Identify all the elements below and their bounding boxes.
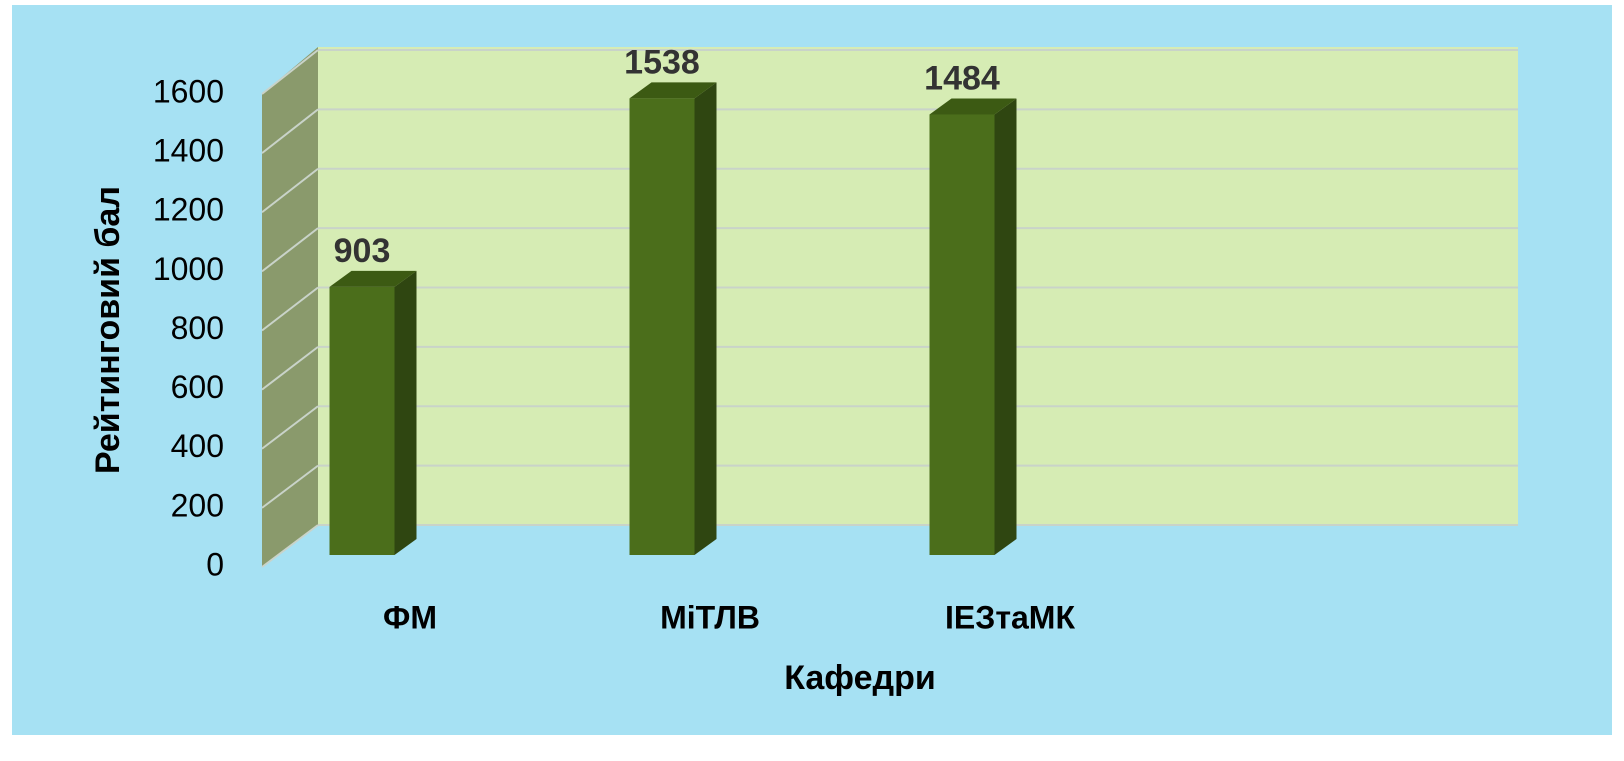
y-tick-label: 1200 — [153, 192, 224, 228]
data-label: 1484 — [924, 59, 1000, 97]
bar-side — [994, 98, 1017, 555]
side-grid-line — [261, 346, 319, 391]
y-tick-label: 0 — [206, 546, 224, 582]
back-wall — [318, 47, 1518, 525]
side-grid-line — [261, 167, 319, 214]
bar-top — [929, 98, 1017, 115]
y-tick-label: 1400 — [153, 133, 224, 169]
x-tick-label: ІЕЗтаМК — [945, 599, 1075, 635]
side-grid-line — [261, 286, 319, 332]
side-grid-line — [261, 227, 319, 273]
y-tick-label: 600 — [171, 369, 224, 405]
y-tick-label: 800 — [171, 310, 224, 346]
y-axis-title: Рейтинговий бал — [89, 186, 127, 474]
bar — [929, 114, 995, 555]
side-grid-line — [261, 49, 319, 95]
side-grid-line — [261, 464, 319, 509]
bar-top — [329, 270, 417, 287]
side-grid-line — [261, 108, 319, 154]
x-tick-label: ФМ — [383, 599, 437, 635]
side-wall — [262, 47, 318, 567]
bar — [629, 98, 695, 555]
y-tick-label: 1600 — [153, 73, 224, 109]
y-tick-label: 200 — [171, 487, 224, 523]
bar-side — [694, 82, 717, 555]
x-axis-title: Кафедри — [784, 659, 936, 697]
bar — [329, 286, 395, 555]
bar-side — [394, 270, 417, 555]
y-tick-label: 1000 — [153, 251, 224, 287]
data-label: 1538 — [624, 43, 700, 81]
x-tick-label: МіТЛВ — [660, 599, 760, 635]
data-label: 903 — [334, 232, 391, 270]
bar-top — [629, 82, 717, 99]
side-grid-line — [261, 524, 319, 568]
side-grid-line — [261, 405, 319, 450]
y-tick-label: 400 — [171, 428, 224, 464]
